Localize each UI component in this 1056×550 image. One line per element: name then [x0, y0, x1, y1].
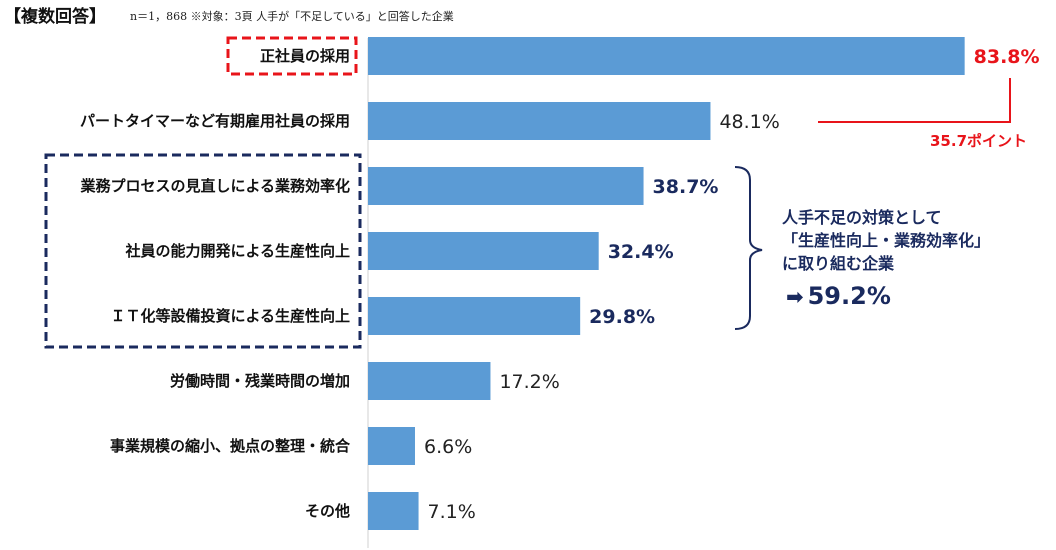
value-label: 32.4%: [608, 241, 674, 263]
bracket: [734, 166, 763, 330]
annotation-line-1: 人手不足の対策として: [782, 208, 942, 227]
productivity-annotation: 人手不足の対策として 「生産性向上・業務効率化」 に取り組む企業: [782, 206, 990, 275]
bar: [368, 362, 491, 400]
bar: [368, 492, 419, 530]
right-arrow-icon: ➡: [786, 285, 804, 309]
value-label: 48.1%: [719, 111, 779, 133]
difference-label: 35.7ポイント: [930, 132, 1028, 150]
bar: [368, 427, 415, 465]
value-label: 17.2%: [499, 371, 559, 393]
category-label: 業務プロセスの見直しによる業務効率化: [79, 177, 350, 195]
bar: [368, 167, 644, 205]
sample-note: n＝1，868 ※対象：3頁 人手が「不足している」と回答した企業: [130, 10, 454, 23]
value-label: 29.8%: [589, 306, 655, 328]
category-label: その他: [305, 502, 350, 520]
chart-title: 【複数回答】: [4, 7, 106, 27]
productivity-total-value: 59.2%: [807, 282, 891, 310]
bar: [368, 37, 965, 75]
difference-connector: [818, 78, 1011, 123]
category-label: 正社員の採用: [260, 47, 350, 65]
category-label: パートタイマーなど有期雇用社員の採用: [80, 112, 350, 130]
category-label: 社員の能力開発による生産性向上: [124, 242, 350, 260]
highlight-box-red: [226, 36, 358, 76]
annotation-line-3: に取り組む企業: [782, 254, 895, 273]
category-label: ＩＴ化等設備投資による生産性向上: [110, 307, 350, 325]
bar: [368, 232, 599, 270]
value-label: 38.7%: [653, 176, 719, 198]
highlight-box-navy: [44, 153, 362, 349]
value-label: 83.8%: [974, 46, 1040, 68]
value-label: 6.6%: [424, 436, 472, 458]
category-label: 事業規模の縮小、拠点の整理・統合: [110, 437, 351, 455]
bar: [368, 102, 711, 140]
category-label: 労働時間・残業時間の増加: [170, 372, 350, 390]
annotation-line-2: 「生産性向上・業務効率化」: [782, 231, 991, 250]
bar: [368, 297, 581, 335]
productivity-total: ➡ 59.2%: [786, 282, 891, 310]
value-label: 7.1%: [428, 501, 476, 523]
